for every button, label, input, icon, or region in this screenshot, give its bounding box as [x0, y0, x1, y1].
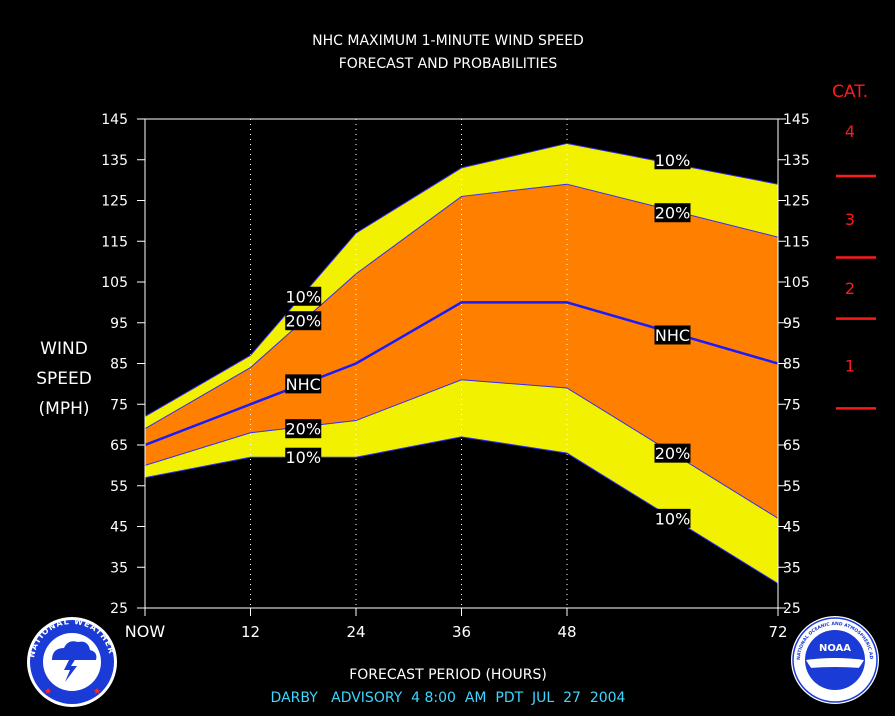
category-scale: CAT. 4 3 2 1	[832, 82, 876, 410]
band-label-text: 10%	[655, 509, 691, 528]
y-tick-label-right: 105	[783, 275, 810, 291]
band-label-text: 20%	[285, 420, 321, 439]
category-label: 4	[845, 122, 855, 141]
noaa-logo-ring-band	[792, 617, 878, 703]
band-label: 10%	[285, 286, 322, 306]
plot-area: 10% 20% NHC 20% 10% 10% 20% NHC 20% 10%	[144, 118, 779, 609]
x-tick-label: 24	[346, 623, 365, 641]
x-tick-label: 36	[452, 623, 471, 641]
band-label-box	[285, 286, 322, 306]
chart-title: NHC MAXIMUM 1-MINUTE WIND SPEED	[312, 33, 584, 49]
y-tick-label-left: 65	[110, 438, 128, 454]
y-tick-label-left: 145	[101, 112, 128, 128]
band-edge-lower	[145, 379, 778, 519]
y-axis-label-line-2: SPEED	[36, 369, 92, 389]
band-label-box	[654, 508, 691, 528]
y-tick-label-right: 65	[783, 438, 801, 454]
y-axis-label-line-1: WIND	[40, 339, 88, 359]
y-tick-label-left: 45	[110, 520, 128, 536]
band-edge-lower	[145, 436, 778, 584]
band-inner	[145, 184, 778, 519]
band-label: NHC	[654, 325, 691, 345]
band-label-box	[285, 311, 322, 331]
band-edge-upper	[145, 183, 778, 430]
y-tick-label-right: 145	[783, 112, 810, 128]
x-tick-label: 12	[241, 623, 260, 641]
band-label-box	[285, 374, 322, 394]
band-labels: 10% 20% NHC 20% 10% 10% 20% NHC 20% 10%	[285, 150, 691, 528]
y-tick-label-right: 115	[783, 234, 810, 250]
y-tick-label-right: 75	[783, 397, 801, 413]
band-label-text: 20%	[655, 204, 691, 223]
band-label-box	[654, 203, 691, 223]
band-label-box	[285, 447, 322, 467]
nws-logo-cloud-icon	[52, 641, 97, 660]
y-tick-label-right: 35	[783, 560, 801, 576]
band-label: 10%	[285, 447, 322, 467]
band-label-text: NHC	[286, 375, 321, 394]
band-label-box	[654, 150, 691, 170]
band-label-box	[654, 325, 691, 345]
chart-subtitle: FORECAST AND PROBABILITIES	[339, 56, 558, 72]
y-tick-label-left: 105	[101, 275, 128, 291]
band-label: NHC	[285, 374, 322, 394]
y-tick-label-left: 85	[110, 357, 128, 373]
nws-logo-star-left-icon: ★	[44, 687, 52, 697]
y-axis-label-line-3: (MPH)	[39, 399, 90, 419]
y-tick-label-left: 115	[101, 234, 128, 250]
band-label: 20%	[285, 311, 322, 331]
band-label-text: 20%	[285, 312, 321, 331]
x-axis: NOW 12 24 36 48 72	[125, 608, 788, 641]
x-axis-label: FORECAST PERIOD (HOURS)	[349, 667, 547, 683]
category-label: 2	[845, 279, 855, 298]
x-tick-label: 72	[768, 623, 787, 641]
band-label: 10%	[654, 150, 691, 170]
band-label: 20%	[654, 203, 691, 223]
y-tick-label-left: 25	[110, 601, 128, 617]
noaa-logo-wave-icon	[809, 667, 861, 688]
band-label: 20%	[654, 443, 691, 463]
y-tick-label-right: 45	[783, 520, 801, 536]
band-edge-upper	[145, 142, 778, 417]
band-label-text: 10%	[285, 287, 321, 306]
y-tick-label-right: 95	[783, 316, 801, 332]
band-label-text: NHC	[655, 326, 690, 345]
y-tick-label-left: 135	[101, 153, 128, 169]
category-label: 3	[845, 210, 855, 229]
category-title: CAT.	[832, 82, 868, 102]
y-tick-label-right: 85	[783, 357, 801, 373]
band-label-box	[654, 443, 691, 463]
y-tick-label-right: 135	[783, 153, 810, 169]
nws-logo-text: NATIONAL WEATHER SERVICE	[0, 0, 117, 659]
y-tick-label-left: 35	[110, 560, 128, 576]
y-tick-label-right: 125	[783, 194, 810, 210]
band-label-box	[285, 419, 322, 439]
y-axis-left: 25 35 45 55 65 75 85 95 105 115 125 135 145	[101, 112, 145, 617]
x-tick-label: 48	[557, 623, 576, 641]
band-label-text: 10%	[655, 151, 691, 170]
y-tick-label-left: 95	[110, 316, 128, 332]
probability-bands	[145, 143, 778, 584]
y-tick-label-right: 25	[783, 601, 801, 617]
y-tick-label-right: 55	[783, 479, 801, 495]
band-label-text: 20%	[655, 444, 691, 463]
nhc-forecast-line	[145, 301, 778, 447]
y-tick-label-left: 75	[110, 397, 128, 413]
y-axis-right: 25 35 45 55 65 75 85 95 105 115 125 135 145	[778, 112, 810, 617]
series-lines	[145, 142, 778, 584]
band-label-text: 10%	[285, 448, 321, 467]
advisory-footer: DARBY ADVISORY 4 8:00 AM PDT JUL 27 2004	[271, 690, 626, 706]
noaa-logo-text: NOAA	[819, 643, 851, 654]
nws-logo-star-right-icon: ★	[93, 687, 101, 697]
y-tick-label-left: 55	[110, 479, 128, 495]
category-label: 1	[845, 357, 855, 376]
nws-logo-lightning-icon	[64, 658, 77, 682]
band-label: 20%	[285, 419, 322, 439]
x-tick-label: NOW	[125, 622, 166, 641]
band-label: 10%	[654, 508, 691, 528]
y-tick-label-left: 125	[101, 194, 128, 210]
